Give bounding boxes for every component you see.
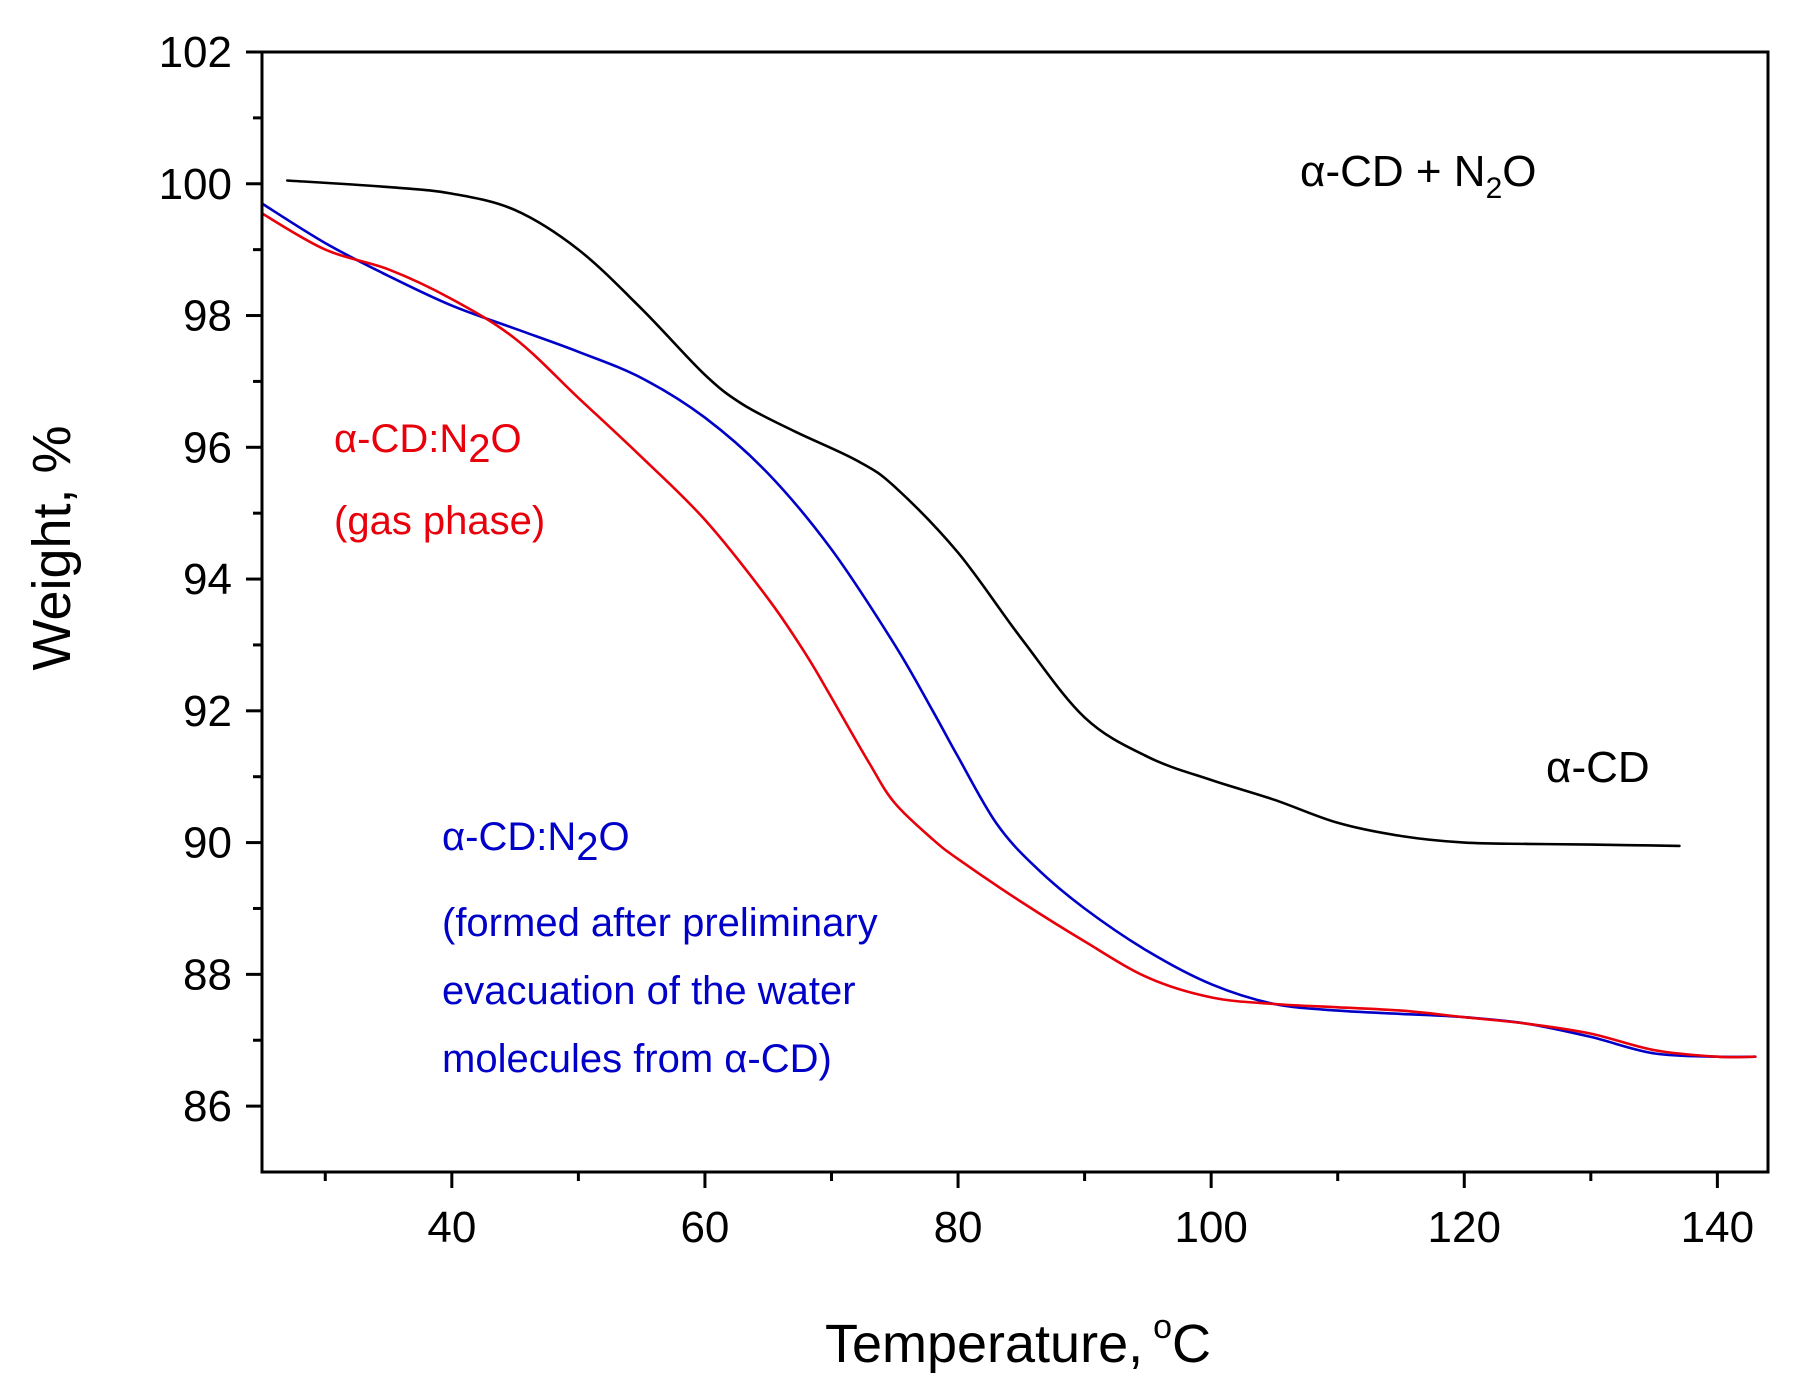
x-tick-label: 80 [934,1203,983,1252]
y-tick-label: 94 [183,555,232,604]
y-tick-label: 96 [183,423,232,472]
plot-frame [260,50,1770,1174]
annotation-evacuated-line1-main: α-CD:N [442,815,576,859]
y-tick-label: 92 [183,687,232,736]
x-axis-label-main: Temperature, [825,1314,1143,1374]
x-axis-ticks: 40 60 80 100 120 140 [323,1172,1754,1252]
x-axis-label-unit: C [1172,1314,1211,1374]
annotation-gas-phase-line1-main: α-CD:N [334,417,468,461]
y-tick-label: 88 [183,950,232,999]
y-tick-label: 86 [183,1082,232,1131]
x-tick-label: 60 [680,1203,729,1252]
y-axis-ticks: 86 88 90 92 94 96 98 100 102 [159,28,262,1131]
annotation-evacuated-line1-end: O [598,815,629,859]
annotation-alpha-cd-plus-n2o-end: O [1502,147,1536,196]
x-tick-label: 100 [1174,1203,1247,1252]
x-tick-label: 40 [427,1203,476,1252]
annotation-alpha-cd-plus-n2o-sub: 2 [1486,172,1503,205]
y-axis-label: Weight, % [22,425,82,670]
series-line-alpha-cd-n2o-gas-phase [260,212,1757,1059]
y-tick-label: 102 [159,28,232,77]
annotation-evacuated-line4: molecules from α-CD) [442,1037,832,1081]
annotation-evacuated-line2: (formed after preliminary [442,901,878,945]
series-line-alpha-cd [286,179,1681,848]
annotation-alpha-cd-plus-n2o-main: α-CD + N [1300,147,1486,196]
x-tick-label: 140 [1681,1203,1754,1252]
annotation-gas-phase-line1: α-CD:N2O [334,417,522,471]
y-tick-label: 100 [159,160,232,209]
x-axis-label-degree: o [1153,1308,1172,1346]
x-axis-label: Temperature, oC [825,1308,1211,1374]
annotation-evacuated-line1-sub: 2 [576,825,598,869]
annotation-gas-phase-line2: (gas phase) [334,499,545,543]
series-lines [260,179,1757,1059]
annotation-evacuated-line1: α-CD:N2O [442,815,630,869]
y-tick-label: 98 [183,292,232,341]
y-tick-label: 90 [183,819,232,868]
annotation-gas-phase-line1-end: O [490,417,521,461]
annotation-alpha-cd-plus-n2o: α-CD + N2O [1300,147,1536,205]
x-tick-label: 120 [1428,1203,1501,1252]
annotation-alpha-cd: α-CD [1546,743,1650,792]
annotation-evacuated-line3: evacuation of the water [442,969,856,1013]
annotation-gas-phase-line1-sub: 2 [468,427,490,471]
